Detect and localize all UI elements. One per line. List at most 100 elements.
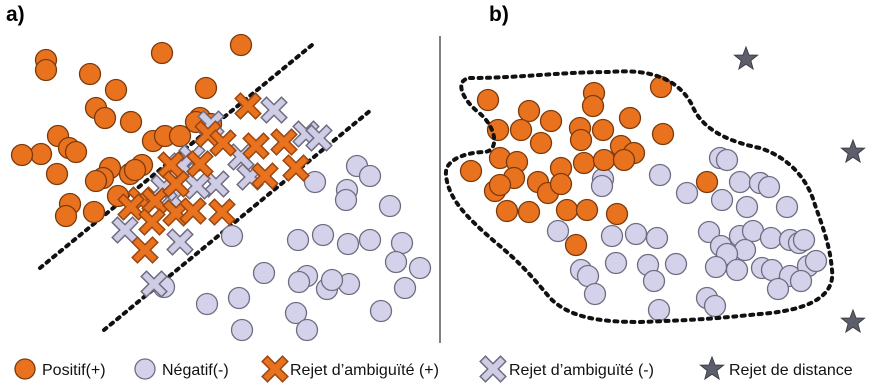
positive-point — [569, 128, 593, 152]
negative-point — [408, 256, 432, 280]
panel-label-a: a) — [6, 3, 25, 26]
negative-point — [311, 223, 335, 247]
positive-point — [517, 99, 541, 123]
legend: Positif(+) Négatif(-) Rejet d’ambiguïté … — [14, 356, 853, 380]
ambiguity-reject-negative — [118, 223, 133, 238]
legend-negative-label: Négatif(-) — [162, 362, 229, 379]
positive-point — [618, 106, 642, 130]
distance-reject-star — [841, 309, 865, 333]
negative-point — [220, 224, 244, 248]
ambiguity-reject-negative — [190, 179, 205, 194]
positive-point — [93, 106, 117, 130]
legend-positive-label: Positif(+) — [42, 362, 106, 379]
positive-point — [10, 143, 34, 167]
positive-point — [529, 131, 553, 155]
negative-point — [358, 164, 382, 188]
positive-point — [564, 233, 588, 257]
positive-point — [495, 199, 519, 223]
negative-point — [704, 255, 728, 279]
negative-point — [336, 232, 360, 256]
ambiguity-reject-negative — [173, 235, 188, 250]
positive-point — [29, 142, 53, 166]
negative-point — [789, 269, 813, 293]
positive-point — [612, 148, 636, 172]
positive-point — [34, 58, 58, 82]
ambiguity-reject-positive — [186, 204, 201, 219]
negative-point — [733, 238, 757, 262]
negative-point — [735, 195, 759, 219]
positive-point — [459, 159, 483, 183]
legend-distance-reject-icon — [700, 356, 724, 380]
legend-reject-ambiguity-pos-icon — [268, 362, 283, 377]
legend-reject-ambiguity-pos-label: Rejet d’ambiguïté (+) — [290, 362, 439, 379]
positive-point — [575, 198, 599, 222]
ambiguity-reject-positive — [193, 157, 208, 172]
boundary-upper — [38, 43, 314, 270]
negative-point — [334, 188, 358, 212]
negative-point — [624, 222, 648, 246]
ambiguity-reject-positive — [145, 215, 160, 230]
positive-point — [119, 110, 143, 134]
ambiguity-reject-positive — [289, 161, 304, 176]
negative-point — [664, 252, 688, 276]
positive-point — [605, 202, 629, 226]
positive-point — [229, 33, 253, 57]
distance-reject-star — [734, 46, 758, 70]
positive-point — [123, 158, 147, 182]
negative-point — [759, 226, 783, 250]
negative-point — [725, 258, 749, 282]
ambiguity-reject-negative — [267, 103, 282, 118]
positive-point — [549, 172, 573, 196]
negative-point — [766, 277, 790, 301]
ambiguity-reject-positive — [148, 194, 163, 209]
negative-point — [728, 170, 752, 194]
panel-label-b: b) — [489, 3, 509, 26]
positive-point — [581, 94, 605, 118]
positive-point — [517, 200, 541, 224]
negative-point — [600, 224, 624, 248]
legend-reject-ambiguity-neg-icon — [486, 362, 501, 377]
negative-point — [715, 148, 739, 172]
ambiguity-reject-positive — [169, 177, 184, 192]
negative-point — [227, 286, 251, 310]
ambiguity-reject-positive — [124, 200, 139, 215]
negative-point — [675, 181, 699, 205]
positive-point — [84, 169, 108, 193]
negative-point — [604, 251, 628, 275]
negative-point — [384, 250, 408, 274]
negative-point — [590, 174, 614, 198]
positive-point — [150, 41, 174, 65]
ambiguity-reject-positive — [241, 99, 256, 114]
negative-point — [390, 231, 414, 255]
negative-point — [320, 268, 344, 292]
positive-point — [194, 76, 218, 100]
positive-point — [488, 173, 512, 197]
legend-reject-ambiguity-neg-label: Rejet d’ambiguïté (-) — [509, 362, 654, 379]
positive-point — [509, 118, 533, 142]
distance-reject-star — [841, 139, 865, 163]
positive-point — [104, 78, 128, 102]
negative-point — [757, 175, 781, 199]
ambiguity-reject-negative — [147, 277, 162, 292]
positive-point — [555, 198, 579, 222]
negative-point — [286, 228, 310, 252]
ambiguity-reject-positive — [249, 139, 264, 154]
panel-a-points — [10, 33, 432, 342]
negative-point — [378, 194, 402, 218]
positive-point — [539, 109, 563, 133]
negative-point — [648, 163, 672, 187]
negative-point — [804, 249, 828, 273]
negative-point — [642, 269, 666, 293]
ambiguity-reject-positive — [258, 169, 273, 184]
negative-point — [792, 228, 816, 252]
positive-point — [591, 118, 615, 142]
negative-point — [252, 261, 276, 285]
positive-point — [695, 170, 719, 194]
ambiguity-reject-positive — [215, 205, 230, 220]
negative-point — [703, 294, 727, 318]
negative-point — [775, 195, 799, 219]
ambiguity-reject-positive — [164, 158, 179, 173]
negative-point — [295, 318, 319, 342]
legend-distance-reject-label: Rejet de distance — [729, 362, 853, 379]
